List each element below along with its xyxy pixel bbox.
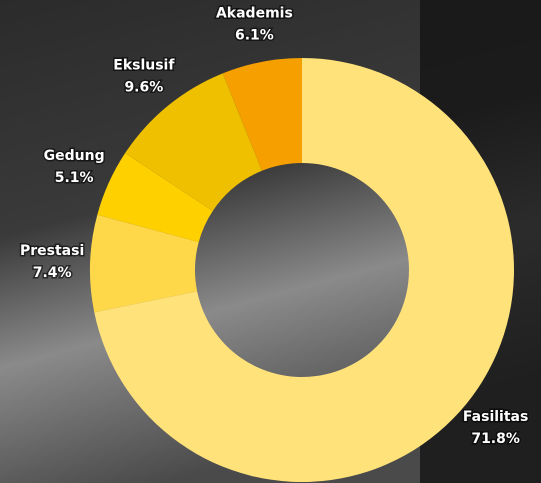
slice-value: 9.6% [124,79,163,95]
slice-name: Prestasi [20,243,84,259]
slice-value: 5.1% [55,170,94,186]
page: {"chart_data": {"type": "donut", "catego… [0,0,541,483]
chart: Fasilitas 71.8% Prestasi 7.4% Gedung 5.1% Eksl… [0,0,541,483]
slice-value: 6.1% [235,28,274,44]
slice-value: 7.4% [33,265,72,281]
slice-name: Fasilitas [463,409,528,425]
slice-name: Akademis [216,6,293,22]
slice-name: Ekslusif [113,57,175,73]
slice-name: Gedung [44,148,105,164]
slice-value: 71.8% [471,431,520,447]
